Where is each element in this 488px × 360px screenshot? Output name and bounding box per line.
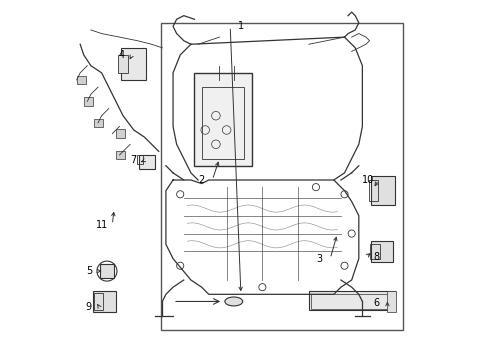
Bar (369, 244, 380, 258)
Bar (308, 291, 394, 310)
Bar (121, 48, 146, 80)
Text: 11: 11 (95, 220, 107, 230)
Bar (83, 97, 93, 106)
Text: 4: 4 (118, 50, 124, 60)
Bar (116, 129, 124, 138)
Bar (370, 176, 394, 205)
Bar (310, 294, 388, 309)
Text: 3: 3 (316, 253, 322, 264)
Bar (94, 118, 103, 127)
Text: 5: 5 (86, 266, 92, 276)
Bar (201, 87, 244, 158)
Bar (93, 291, 116, 312)
Text: 10: 10 (361, 175, 373, 185)
Bar (100, 264, 114, 278)
Bar (160, 23, 403, 330)
Text: 6: 6 (373, 298, 379, 308)
Text: 9: 9 (85, 302, 91, 312)
Bar (118, 55, 128, 73)
Bar (77, 76, 85, 84)
Bar (139, 155, 155, 169)
Bar (94, 293, 103, 310)
Text: 7: 7 (130, 156, 137, 165)
Bar (116, 151, 124, 159)
Bar (137, 155, 142, 164)
Bar (194, 73, 251, 166)
Text: 2: 2 (198, 175, 204, 185)
Bar (386, 291, 395, 312)
Bar (370, 241, 392, 262)
Bar (368, 180, 377, 202)
Text: 1: 1 (237, 21, 244, 31)
Ellipse shape (224, 297, 242, 306)
Text: 8: 8 (373, 252, 379, 262)
